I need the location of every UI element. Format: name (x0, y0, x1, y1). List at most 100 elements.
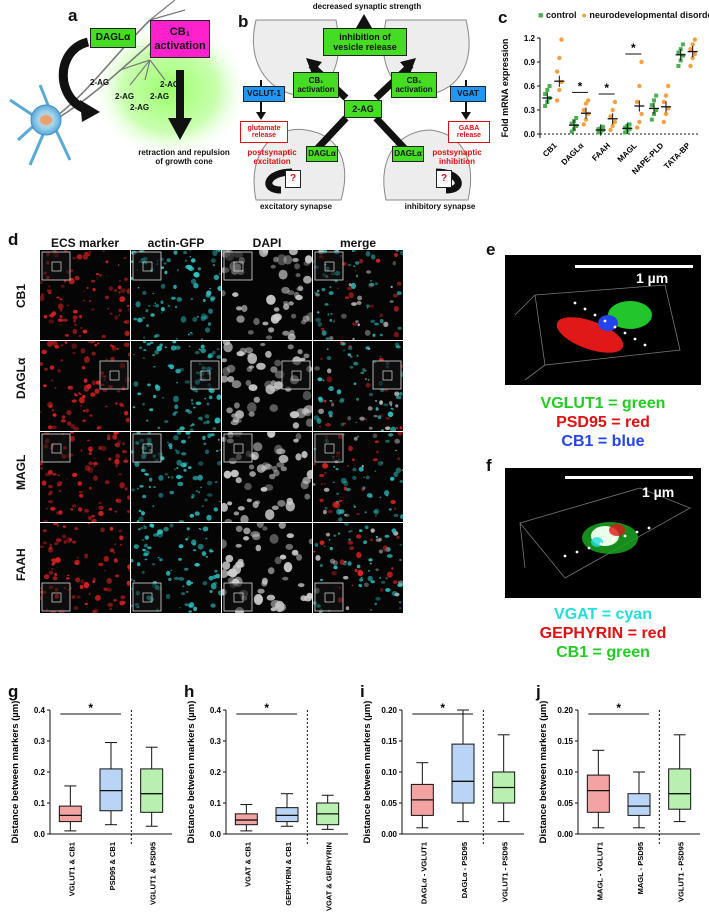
box (627, 793, 651, 816)
micrograph-texture (313, 341, 403, 431)
inhibitory-synapse-label: inhibitory synapse (404, 202, 476, 211)
control-point (627, 127, 632, 132)
disorder-point (690, 55, 695, 61)
disorder-point (559, 37, 564, 42)
y-tick-label: 0.05 (557, 799, 573, 808)
significance-star: * (631, 41, 636, 55)
y-axis-label: Fold mRNA expression (500, 39, 510, 138)
postsynaptic-inhibition: postsynaptic inhibition (432, 148, 482, 166)
y-axis-label: Distance between markers (µm) (186, 701, 197, 844)
disorder-point (639, 59, 644, 65)
box (58, 805, 82, 823)
disorder-point (637, 119, 642, 125)
legend-disorder-label: neurodevelopmental disorder (589, 10, 709, 20)
dagl-left-box: DAGLα (306, 146, 338, 162)
micrograph-r2-c3 (313, 432, 403, 522)
y-tick-label: 0.1 (34, 799, 46, 808)
disorder-point (692, 51, 698, 57)
disorder-point (666, 83, 671, 89)
box (451, 743, 475, 804)
y-tick-label: 0.05 (381, 799, 397, 808)
category-label: DAGLα (560, 141, 586, 167)
category-label: MAGL (616, 141, 639, 164)
gaba-release-box: GABA release (448, 121, 490, 143)
box (234, 813, 258, 826)
control-point (680, 53, 685, 58)
control-point (569, 121, 574, 126)
y-tick-label: 0.2 (210, 768, 222, 777)
micrograph-r2-c2 (222, 432, 312, 522)
y-tick-label: 0.4 (210, 706, 222, 715)
disorder-point (608, 114, 613, 119)
micrograph-r1-c1 (131, 341, 221, 431)
disorder-point (661, 99, 666, 105)
micrograph-r3-c0 (40, 523, 130, 613)
micrograph-texture (313, 250, 403, 340)
control-point (654, 108, 659, 112)
disorder-point (690, 42, 695, 47)
excitatory-synapse-label: excitatory synapse (259, 202, 333, 211)
panel-c-chart: 0.0 0.3 0.6 0.9 1.2 Fold mRNA expression CB1 DA… (500, 34, 700, 176)
category-label: VGLUT1 & PSD95 (149, 842, 158, 905)
panel-j-chart: 0.00 0.05 0.10 0.15 0.20 Distance between mar… (538, 701, 700, 902)
box (140, 768, 164, 813)
micrograph-r0-c2 (222, 250, 312, 340)
micrograph-texture (131, 523, 221, 613)
disorder-point (557, 87, 562, 93)
growth-cone-caption: retraction and repulsion of growth cone (138, 148, 230, 166)
scale-label-50um: 50 µm (398, 622, 427, 633)
legend-control-label: control (545, 10, 577, 20)
disorder-point (586, 98, 591, 103)
micrograph-r2-c0 (40, 432, 130, 522)
control-point (649, 103, 654, 108)
y-tick-label: 0.2 (34, 768, 46, 777)
box (99, 768, 123, 812)
micrograph-r0-c1 (131, 250, 221, 340)
scale-label-100um: 100 µm (311, 632, 332, 638)
significance-star: * (440, 701, 445, 715)
disorder-point (610, 107, 615, 113)
ag-label-3: 2-AG (150, 92, 170, 101)
category-label: CB1 (541, 141, 559, 159)
disorder-point (663, 111, 669, 117)
panel-label-g: g (8, 682, 19, 701)
panel-label-h: h (184, 682, 195, 701)
row-label-1: DAGLα (14, 357, 28, 399)
control-point (574, 116, 579, 120)
vglut1-box: VGLUT-1 (243, 86, 285, 102)
y-axis-label: Distance between markers (µm) (538, 701, 549, 844)
micrograph-texture (222, 523, 312, 613)
micrograph-r3-c2 (222, 523, 312, 613)
y-tick-label: 0.3 (524, 106, 536, 115)
category-label: VGAT & GEPHYRIN (325, 842, 334, 911)
y-tick-label: 0.20 (381, 706, 397, 715)
disorder-point (559, 79, 564, 85)
micrograph-texture (222, 250, 312, 340)
2ag-box: 2-AG (344, 100, 382, 118)
legend-f-1: VGAT = cyan (554, 606, 652, 623)
ag-label-4: 2-AG (130, 103, 150, 112)
y-tick-label: 1.2 (524, 34, 536, 43)
cb1-activation-right-box: CB₁ activation (391, 72, 437, 98)
control-point (652, 98, 656, 103)
significance-star: * (616, 701, 621, 715)
panel-g-chart: 0.0 0.1 0.2 0.3 0.4 Distance between markers … (10, 701, 172, 905)
panel-label-c: c (498, 8, 508, 27)
control-point (627, 122, 632, 127)
y-axis-label: Distance between markers (µm) (10, 701, 21, 844)
control-point (676, 64, 681, 68)
panel-label-a: a (68, 6, 78, 25)
col-head-1: actin-GFP (147, 236, 205, 250)
category-label: FAAH (590, 141, 612, 163)
panel-c-legend: ■ control ● neurodevelopmental disorder (538, 10, 709, 20)
disorder-point (639, 111, 644, 117)
category-label: VGLUT1 - PSD95 (677, 842, 686, 902)
disorder-point (692, 37, 698, 42)
disorder-point (688, 63, 693, 69)
category-label: MAGL - VGLUT1 (595, 842, 604, 900)
panel-h-chart: 0.0 0.1 0.2 0.3 0.4 Distance between markers … (186, 701, 348, 911)
y-tick-label: 0.15 (381, 737, 397, 746)
control-point (543, 92, 548, 96)
disorder-point (581, 122, 586, 127)
control-point (623, 130, 628, 135)
